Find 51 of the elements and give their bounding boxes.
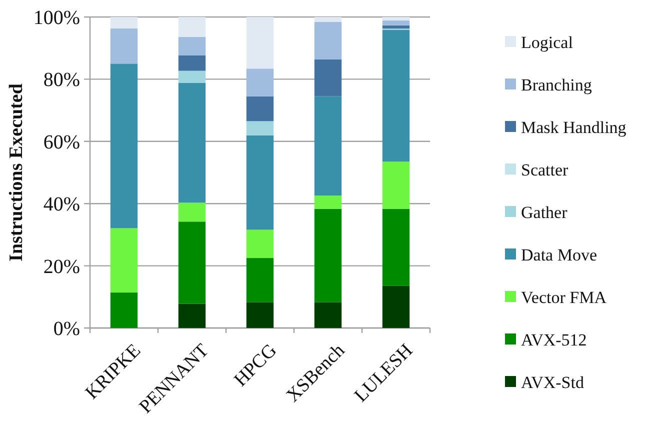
y-tick-label: 20%	[43, 256, 80, 278]
y-axis-title: Instructions Executed	[6, 83, 27, 262]
bar	[110, 17, 138, 29]
legend-label: Vector FMA	[521, 288, 608, 307]
y-tick-label: 40%	[43, 194, 80, 216]
bar	[246, 121, 274, 136]
bar	[314, 196, 342, 209]
bar	[382, 286, 410, 328]
bar	[314, 17, 342, 22]
bar	[382, 17, 410, 20]
bar	[178, 82, 206, 203]
legend-label: Data Move	[521, 245, 598, 264]
bar	[382, 30, 410, 162]
bar	[178, 17, 206, 37]
legend-label: Gather	[521, 202, 568, 222]
bar	[314, 59, 342, 96]
bar	[246, 230, 274, 258]
legend-label: Scatter	[521, 160, 569, 180]
bar	[246, 302, 274, 328]
bar	[382, 162, 410, 209]
bar	[178, 70, 206, 83]
bar	[382, 20, 410, 26]
bar	[246, 17, 274, 69]
bar	[314, 22, 342, 60]
bar	[110, 228, 138, 293]
bar	[110, 64, 138, 228]
legend-label: AVX-512	[521, 330, 587, 350]
bar	[314, 302, 342, 328]
bar	[178, 304, 206, 328]
bar	[178, 202, 206, 222]
legend-label: Mask Handling	[521, 118, 627, 137]
y-tick-label: 100%	[33, 7, 80, 29]
legend-label: AVX-Std	[521, 372, 584, 392]
bar	[382, 208, 410, 286]
bar	[110, 28, 138, 64]
y-tick-label: 80%	[43, 69, 80, 92]
bar	[314, 96, 342, 196]
bar	[246, 135, 274, 230]
legend-label: Branching	[521, 75, 592, 94]
bar	[178, 222, 206, 304]
legend-label: Logical	[521, 32, 574, 52]
bar	[314, 208, 342, 302]
bar	[246, 258, 274, 302]
bar	[246, 96, 274, 122]
bar	[178, 36, 206, 56]
bar	[382, 25, 410, 29]
bar	[110, 292, 138, 328]
bar	[246, 68, 274, 96]
bar	[178, 55, 206, 71]
y-tick-label: 60%	[43, 131, 80, 154]
y-tick-label: 0%	[53, 318, 80, 340]
